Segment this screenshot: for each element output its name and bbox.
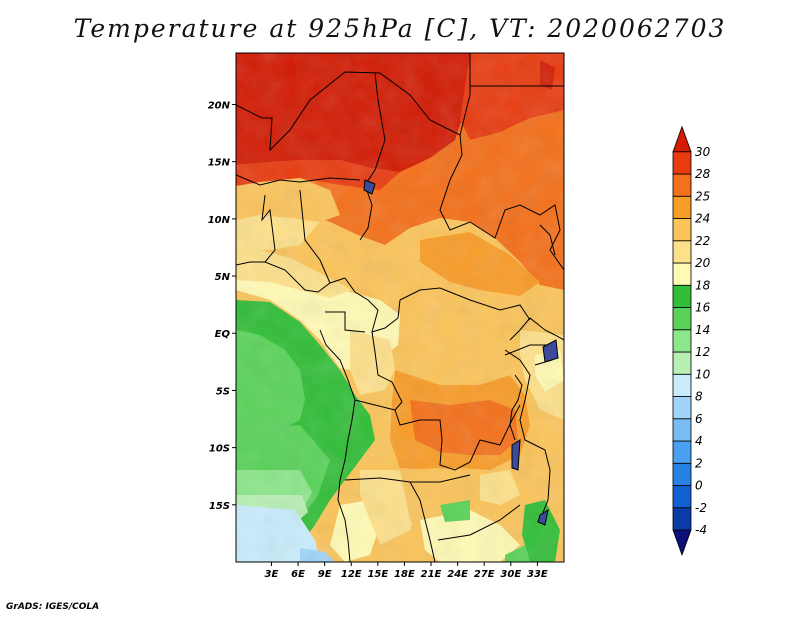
lon-tick-label: 27E — [474, 569, 495, 580]
lat-tick-label: 10S — [209, 444, 230, 455]
lon-tick-label: 12E — [341, 569, 362, 580]
lakes — [363, 179, 559, 526]
colorbar-level-label: -4 — [695, 523, 707, 537]
lat-tick-label: EQ — [215, 329, 231, 340]
lat-tick-label: 15N — [208, 158, 231, 169]
colorbar-swatch — [672, 396, 692, 420]
colorbar-swatch — [672, 284, 692, 308]
colorbar-swatch — [672, 173, 692, 197]
colorbar-level-label: 18 — [695, 278, 711, 292]
lon-tick-label: 6E — [291, 569, 305, 580]
lon-tick-label: 33E — [527, 569, 548, 580]
colorbar-level-label: 12 — [695, 345, 710, 359]
grads-credit: GrADS: IGES/COLA — [6, 602, 100, 612]
colorbar-swatch — [672, 307, 692, 331]
colorbar-swatch — [672, 262, 692, 286]
colorbar-swatch — [672, 195, 692, 219]
temperature-field — [236, 53, 564, 562]
colorbar-level-label: 14 — [695, 323, 710, 337]
colorbar-swatch — [672, 529, 692, 557]
colorbar-level-label: 10 — [695, 367, 711, 381]
colorbar-level-label: 20 — [695, 256, 711, 270]
lon-tick-label: 30E — [500, 569, 521, 580]
colorbar-level-label: 28 — [695, 167, 711, 181]
lat-tick-label: 20N — [208, 100, 231, 111]
lon-tick-label: 21E — [421, 569, 442, 580]
lon-tick-label: 24E — [447, 569, 468, 580]
colorbar-level-label: 8 — [695, 390, 703, 404]
colorbar-swatch — [672, 507, 692, 531]
lon-tick-label: 15E — [367, 569, 388, 580]
colorbar-level-label: 16 — [695, 301, 711, 315]
colorbar-swatch — [672, 351, 692, 375]
colorbar-level-label: 2 — [695, 456, 703, 470]
lon-tick-label: 9E — [318, 569, 332, 580]
map-frame — [235, 52, 565, 563]
country-borders — [236, 53, 564, 562]
lat-tick-label: 10N — [208, 215, 231, 226]
lon-tick-label: 3E — [265, 569, 279, 580]
colorbar-swatch — [672, 373, 692, 397]
map-title: Temperature at 925hPa [C], VT: 202006270… — [73, 14, 727, 43]
colorbar-level-label: -2 — [695, 501, 707, 515]
lat-tick-label: 5S — [216, 386, 230, 397]
lon-tick-label: 18E — [394, 569, 415, 580]
colorbar-swatch — [672, 151, 692, 175]
colorbar-level-label: 22 — [695, 234, 710, 248]
colorbar-swatch — [672, 418, 692, 442]
colorbar-swatch — [672, 329, 692, 353]
lat-tick-label: 5N — [215, 272, 231, 283]
colorbar-swatch — [672, 125, 692, 153]
colorbar-swatch — [672, 462, 692, 486]
colorbar-level-label: 4 — [695, 434, 703, 448]
colorbar-level-label: 6 — [695, 412, 703, 426]
colorbar-level-label: 0 — [695, 479, 703, 493]
colorbar-level-label: 24 — [695, 212, 710, 226]
lat-tick-label: 15S — [209, 501, 230, 512]
colorbar-swatch — [672, 218, 692, 242]
colorbar-swatch — [672, 240, 692, 264]
colorbar-swatch — [672, 485, 692, 509]
axis-ticks: 3E 6E 9E 12E 15E 18E 21E 24E 27E 30E 33E 20N 15N 10N 5… — [208, 100, 548, 580]
colorbar-swatch — [672, 440, 692, 464]
colorbar-level-label: 25 — [695, 189, 710, 203]
colorbar-level-label: 30 — [695, 145, 711, 159]
